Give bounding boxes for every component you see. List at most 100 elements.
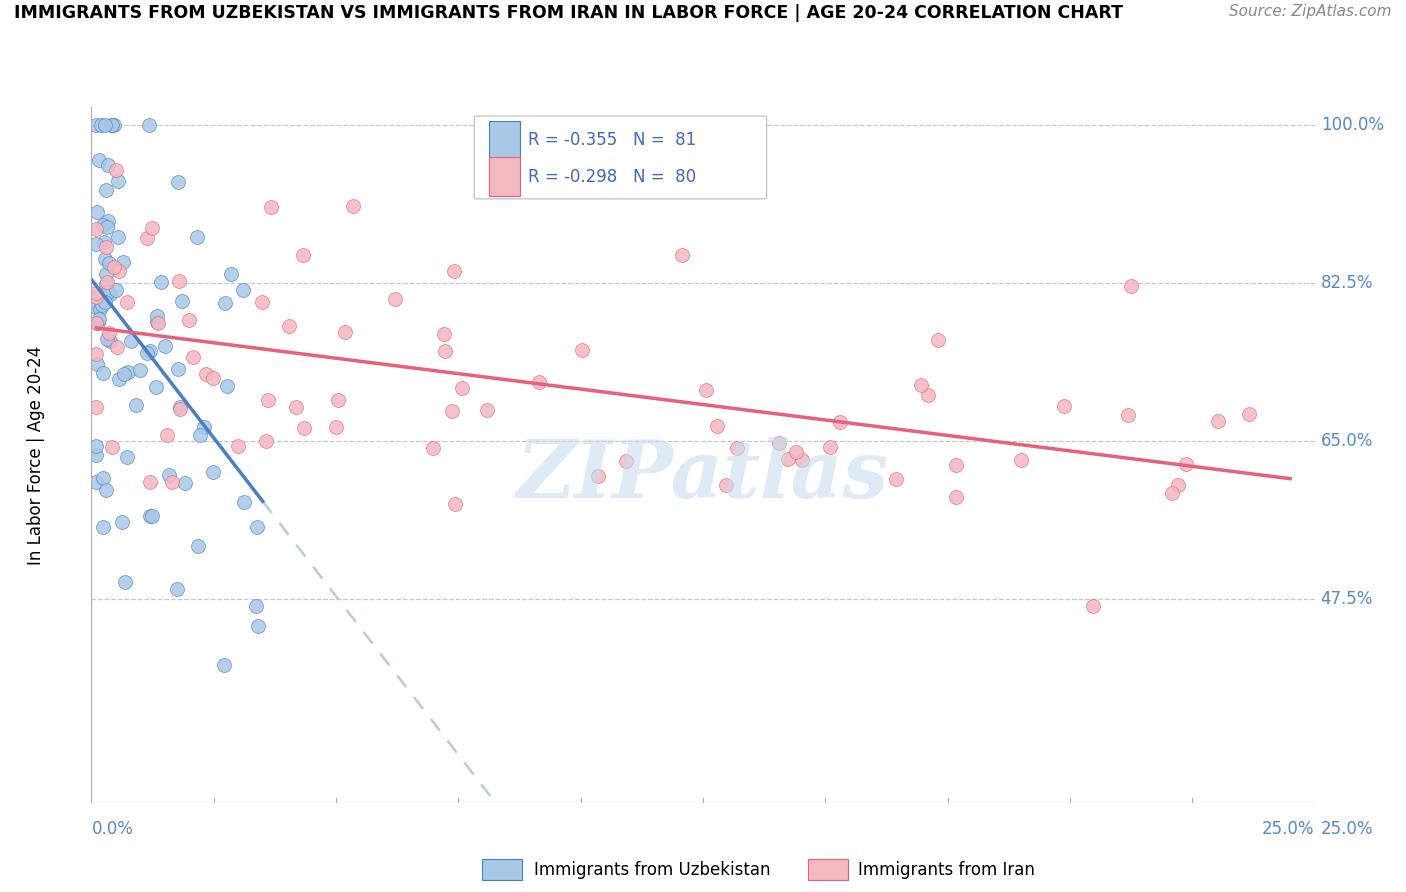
- Point: [252, 295, 274, 310]
- Point: [342, 199, 364, 213]
- Point: [89, 301, 111, 316]
- Point: [706, 418, 728, 433]
- Point: [108, 372, 131, 386]
- Point: [139, 509, 162, 524]
- Point: [94, 252, 117, 267]
- FancyBboxPatch shape: [489, 120, 520, 159]
- Point: [97, 285, 120, 299]
- Point: [87, 317, 110, 331]
- Point: [233, 495, 256, 509]
- Point: [434, 343, 457, 358]
- Text: R = -0.298   N =  80: R = -0.298 N = 80: [529, 168, 696, 186]
- Point: [441, 403, 464, 417]
- Text: Immigrants from Uzbekistan: Immigrants from Uzbekistan: [534, 861, 770, 879]
- Point: [114, 575, 136, 590]
- Point: [212, 657, 235, 672]
- Point: [111, 515, 134, 529]
- Point: [84, 439, 107, 453]
- Point: [214, 296, 236, 310]
- Point: [884, 472, 907, 486]
- Point: [614, 454, 637, 468]
- Point: [167, 362, 190, 376]
- Point: [232, 283, 254, 297]
- Text: 65.0%: 65.0%: [1320, 433, 1374, 450]
- Point: [135, 231, 157, 245]
- Point: [84, 290, 107, 304]
- Text: Source: ZipAtlas.com: Source: ZipAtlas.com: [1229, 4, 1392, 20]
- Point: [141, 509, 163, 524]
- Point: [173, 476, 195, 491]
- Point: [785, 445, 807, 459]
- Point: [107, 174, 129, 188]
- Point: [443, 264, 465, 278]
- Point: [125, 398, 148, 412]
- Point: [146, 315, 169, 329]
- Point: [927, 333, 949, 347]
- Point: [149, 275, 172, 289]
- Point: [325, 419, 347, 434]
- Text: 100.0%: 100.0%: [1320, 116, 1384, 134]
- Point: [160, 475, 183, 489]
- Point: [94, 277, 117, 291]
- Text: IMMIGRANTS FROM UZBEKISTAN VS IMMIGRANTS FROM IRAN IN LABOR FORCE | AGE 20-24 CO: IMMIGRANTS FROM UZBEKISTAN VS IMMIGRANTS…: [14, 4, 1123, 22]
- Point: [571, 343, 593, 357]
- Point: [179, 313, 201, 327]
- Point: [139, 475, 162, 489]
- Point: [169, 402, 191, 417]
- Point: [1161, 486, 1184, 500]
- Point: [292, 421, 315, 435]
- Point: [183, 350, 205, 364]
- Point: [84, 286, 107, 301]
- Point: [910, 378, 932, 392]
- Point: [278, 319, 301, 334]
- Text: 25.0%: 25.0%: [1320, 821, 1374, 838]
- Point: [93, 235, 115, 249]
- Point: [103, 260, 125, 274]
- Point: [527, 375, 550, 389]
- Point: [141, 221, 163, 235]
- Point: [945, 490, 967, 504]
- FancyBboxPatch shape: [474, 116, 766, 199]
- Point: [1239, 407, 1261, 421]
- Point: [326, 392, 349, 407]
- Point: [89, 311, 111, 326]
- Point: [167, 274, 190, 288]
- Point: [96, 220, 118, 235]
- FancyBboxPatch shape: [489, 158, 520, 195]
- Text: R = -0.355   N =  81: R = -0.355 N = 81: [529, 131, 696, 149]
- Point: [98, 286, 121, 301]
- Point: [98, 256, 121, 270]
- Point: [790, 452, 813, 467]
- Point: [114, 367, 136, 381]
- Point: [96, 332, 118, 346]
- Point: [166, 582, 188, 597]
- Point: [450, 381, 472, 395]
- Point: [828, 415, 851, 429]
- Point: [169, 400, 191, 414]
- Point: [1175, 457, 1198, 471]
- Point: [247, 618, 270, 632]
- Point: [422, 441, 444, 455]
- Point: [107, 230, 129, 244]
- Point: [120, 334, 142, 349]
- Point: [1119, 279, 1142, 293]
- Text: In Labor Force | Age 20-24: In Labor Force | Age 20-24: [27, 345, 45, 565]
- Point: [101, 118, 124, 132]
- Point: [91, 297, 114, 311]
- Point: [91, 519, 114, 533]
- Point: [284, 400, 307, 414]
- Point: [155, 428, 177, 442]
- Point: [186, 230, 208, 244]
- Point: [254, 434, 277, 448]
- Point: [103, 118, 125, 132]
- Point: [945, 458, 967, 472]
- Point: [135, 346, 157, 360]
- Point: [291, 248, 314, 262]
- Point: [100, 118, 122, 132]
- Point: [188, 427, 211, 442]
- Point: [86, 205, 108, 219]
- Point: [256, 392, 278, 407]
- Text: Immigrants from Iran: Immigrants from Iran: [858, 861, 1035, 879]
- Point: [246, 520, 269, 534]
- Point: [917, 387, 939, 401]
